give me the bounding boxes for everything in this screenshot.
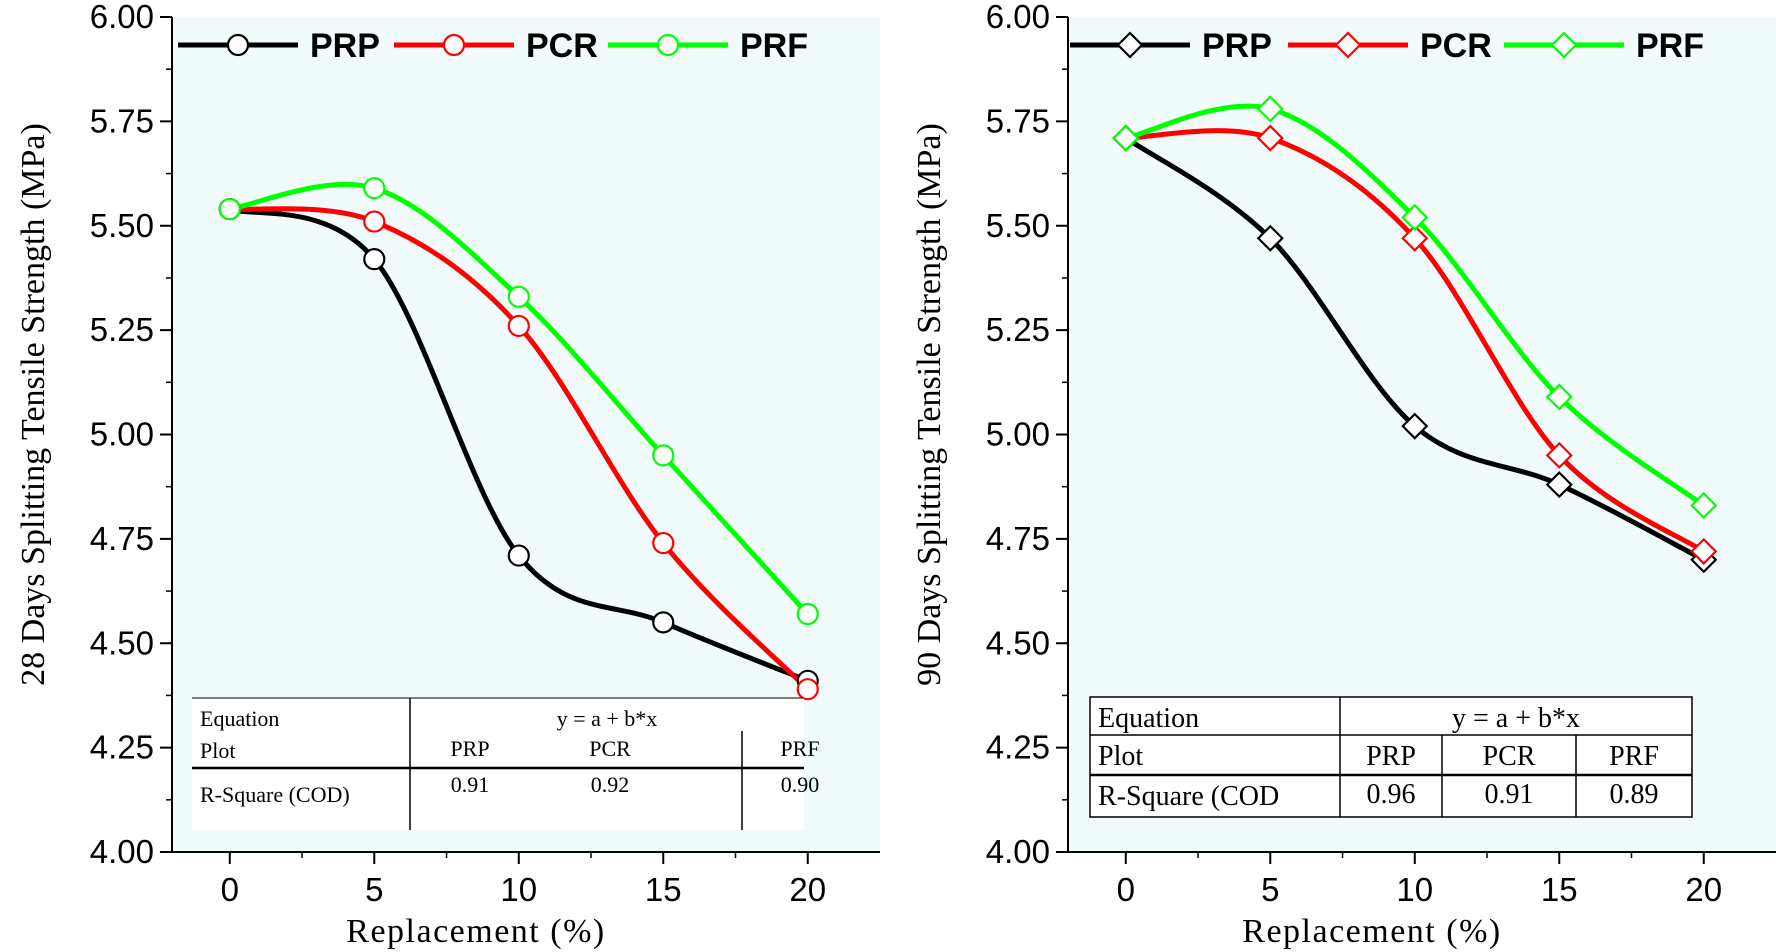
right-y-tick-label: 4.50 [986,624,1050,661]
right-point-pcr [1690,537,1718,565]
right-y-tick-label: 5.25 [986,311,1050,348]
right-y-axis-title: 90 Days Splitting Tensile Strength (MPa) [911,123,948,686]
left-point-pcr [796,678,819,701]
right-point-prp [1401,412,1429,440]
right-x-tick-label: 0 [1117,871,1135,908]
right-legend-label-prp: PRP [1202,27,1272,65]
right-stats-table: Equation Plot R-Square (COD y = a + b*x PRP 0… [1089,696,1693,818]
right-y-tick-label: 5.75 [986,102,1050,139]
right-legend-marker-prf [1550,31,1578,59]
left-point-prf [218,197,241,221]
left-table-box [192,698,804,830]
left-series-line-pcr [227,206,811,692]
left-y-tick-label: 6.00 [90,0,154,35]
right-x-tick-label: 20 [1685,871,1722,908]
right-table-r2-prp: 0.96 [1367,779,1416,810]
right-table-r2-pcr: 0.91 [1485,779,1534,810]
left-series-line-prp [227,206,811,684]
left-point-prp [652,611,675,634]
right-table-plot-prf: PRF [1609,741,1659,772]
left-table-plot-label: Plot [200,738,235,763]
left-y-tick-label: 4.25 [90,729,154,766]
right-point-prp [1256,224,1284,252]
right-point-pcr [1545,441,1573,469]
right-series-line-prp [1123,135,1707,563]
left-point-pcr [363,210,386,233]
left-x-tick-label: 10 [500,871,537,908]
left-x-tick-label: 15 [645,871,682,908]
right-x-tick-label: 5 [1261,871,1279,908]
left-point-prp [363,248,386,271]
right-table-r2-label: R-Square (COD [1098,781,1279,812]
right-table-plot-pcr: PCR [1483,741,1536,772]
left-y-tick-label: 5.00 [90,416,154,453]
right-y-tick-label: 4.75 [986,520,1050,557]
left-legend-label-prf: PRF [740,27,808,65]
left-point-prf [507,285,530,308]
left-legend-label-prp: PRP [310,27,380,65]
left-table-plot-prp: PRP [450,736,489,761]
left-y-tick-label: 5.25 [90,311,154,348]
right-legend-marker-prp [1116,31,1144,59]
right-point-prf [1256,95,1284,123]
right-table-equation: y = a + b*x [1452,703,1580,734]
right-x-tick-label: 10 [1396,871,1433,908]
right-point-prf [1545,383,1573,411]
right-point-prp [1545,471,1573,499]
left-table-r2-pcr: 0.92 [591,772,630,797]
right-table-plot-label: Plot [1098,741,1143,772]
right-legend-label-pcr: PCR [1420,27,1492,65]
left-y-tick-label: 4.75 [90,520,154,557]
right-point-prf [1112,124,1140,152]
right-y-tick-label: 6.00 [986,0,1050,35]
left-x-axis-title: Replacement (%) [346,913,605,950]
right-x-tick-label: 15 [1541,871,1578,908]
left-table-plot-prf: PRF [780,736,819,761]
right-table-box [1089,696,1693,818]
right-legend-label-prf: PRF [1636,27,1704,65]
left-x-tick-label: 5 [365,871,383,908]
left-x-tick-label: 0 [221,871,239,908]
left-table-plot-pcr: PCR [589,736,631,761]
left-point-prf [796,602,819,626]
right-y-tick-label: 5.00 [986,416,1050,453]
right-y-tick-label: 5.50 [986,207,1050,244]
left-table-r2-prf: 0.90 [781,772,820,797]
left-table-r2-prp: 0.91 [451,772,490,797]
right-y-tick-label: 4.00 [986,833,1050,870]
left-y-tick-label: 5.50 [90,207,154,244]
right-legend-marker-pcr [1334,31,1362,59]
right-table-plot-prp: PRP [1366,741,1416,772]
left-table-r2-label: R-Square (COD) [200,782,350,807]
right-table-r2-prf: 0.89 [1610,779,1659,810]
left-legend-marker-pcr [442,33,466,57]
left-y-axis-title: 28 Days Splitting Tensile Strength (MPa) [15,123,52,686]
left-x-tick-label: 20 [789,871,826,908]
right-table-equation-label: Equation [1098,703,1199,734]
right-x-axis-title: Replacement (%) [1242,913,1501,950]
left-legend-marker-prp [226,33,250,57]
right-point-prf [1401,203,1429,231]
left-point-pcr [652,531,675,555]
left-table-equation-label: Equation [200,706,279,731]
left-table-equation: y = a + b*x [557,706,658,731]
right-y-tick-label: 4.25 [986,729,1050,766]
left-point-prf [652,444,675,467]
left-y-tick-label: 4.00 [90,833,154,870]
right-point-prf [1690,491,1718,520]
left-y-tick-label: 5.75 [90,102,154,139]
right-chart-panel: 4.00 4.25 4.50 4.75 5.00 5.25 5.50 5.75 6.00 0 5 10… [911,0,1776,950]
right-point-pcr [1256,124,1284,152]
right-series-line-pcr [1123,128,1707,554]
left-y-tick-label: 4.50 [90,624,154,661]
left-stats-table: Equation Plot R-Square (COD) y = a + b*x PRP… [192,697,820,830]
left-point-prf [363,177,386,200]
left-legend-label-pcr: PCR [526,27,598,65]
left-point-pcr [507,314,530,338]
left-chart-panel: 4.00 4.25 4.50 4.75 5.00 5.25 5.50 5.75 6.00 0 5 10… [15,0,880,950]
right-point-pcr [1401,224,1429,252]
left-point-prp [507,544,530,567]
left-legend-marker-prf [656,33,680,57]
